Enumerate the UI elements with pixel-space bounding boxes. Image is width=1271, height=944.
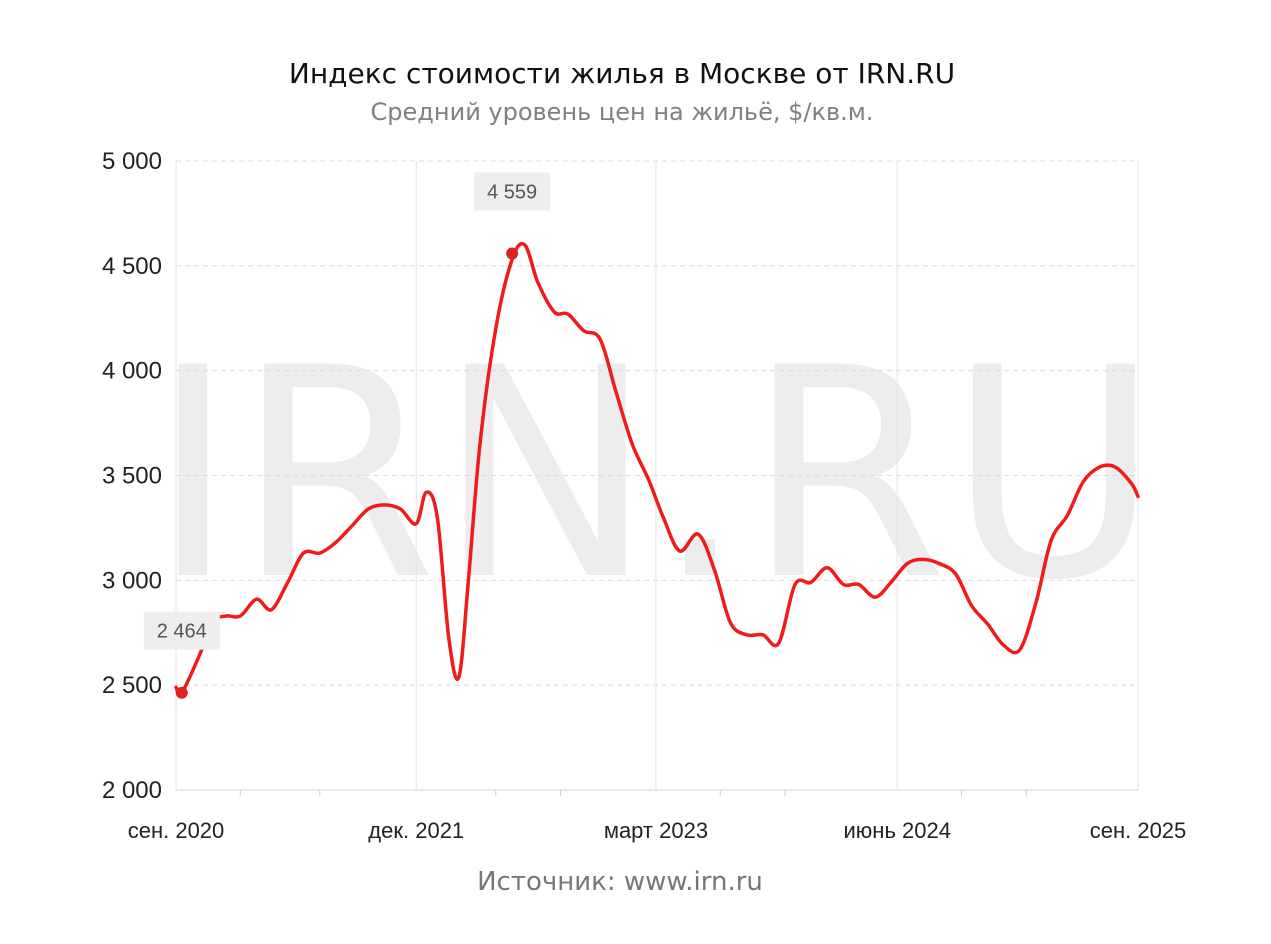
- series-group: [174, 241, 1140, 696]
- x-tick-label: март 2023: [604, 818, 708, 843]
- y-tick-label: 3 000: [102, 567, 162, 594]
- annotation-marker: [175, 686, 188, 699]
- y-axis-ticks: 2 000 2 500 3 000 3 500 4 000 4 500 5 000: [102, 148, 162, 804]
- annotation-box: [143, 611, 220, 650]
- y-tick-label: 3 500: [102, 463, 162, 490]
- annotation-marker: [506, 247, 519, 260]
- x-tick-label: сен. 2025: [1090, 818, 1187, 843]
- y-grid: [175, 160, 1138, 791]
- annotations: 2 464 4 559: [143, 172, 551, 699]
- y-tick-label: 5 000: [102, 148, 162, 175]
- x-tick-label: дек. 2021: [368, 818, 464, 843]
- annotation-label: 2 464: [157, 621, 207, 643]
- x-tick-label: июнь 2024: [844, 818, 951, 843]
- x-axis-ticks: сен. 2020 дек. 2021 март 2023 июнь 2024 сен.…: [128, 818, 1187, 843]
- y-tick-label: 2 500: [102, 672, 162, 699]
- source-label: Источник: www.irn.ru: [477, 867, 763, 897]
- x-grid: [175, 161, 1139, 796]
- y-tick-label: 2 000: [102, 777, 162, 804]
- chart-subtitle: Средний уровень цен на жильё, $/кв.м.: [371, 98, 874, 126]
- x-tick-label: сен. 2020: [128, 818, 225, 843]
- series-line: [174, 241, 1140, 696]
- chart-title: Индекс стоимости жилья в Москве от IRN.R…: [289, 57, 955, 90]
- y-tick-label: 4 500: [102, 253, 162, 280]
- y-tick-label: 4 000: [102, 358, 162, 385]
- annotation-box: [474, 172, 551, 211]
- annotation-label: 4 559: [487, 181, 537, 203]
